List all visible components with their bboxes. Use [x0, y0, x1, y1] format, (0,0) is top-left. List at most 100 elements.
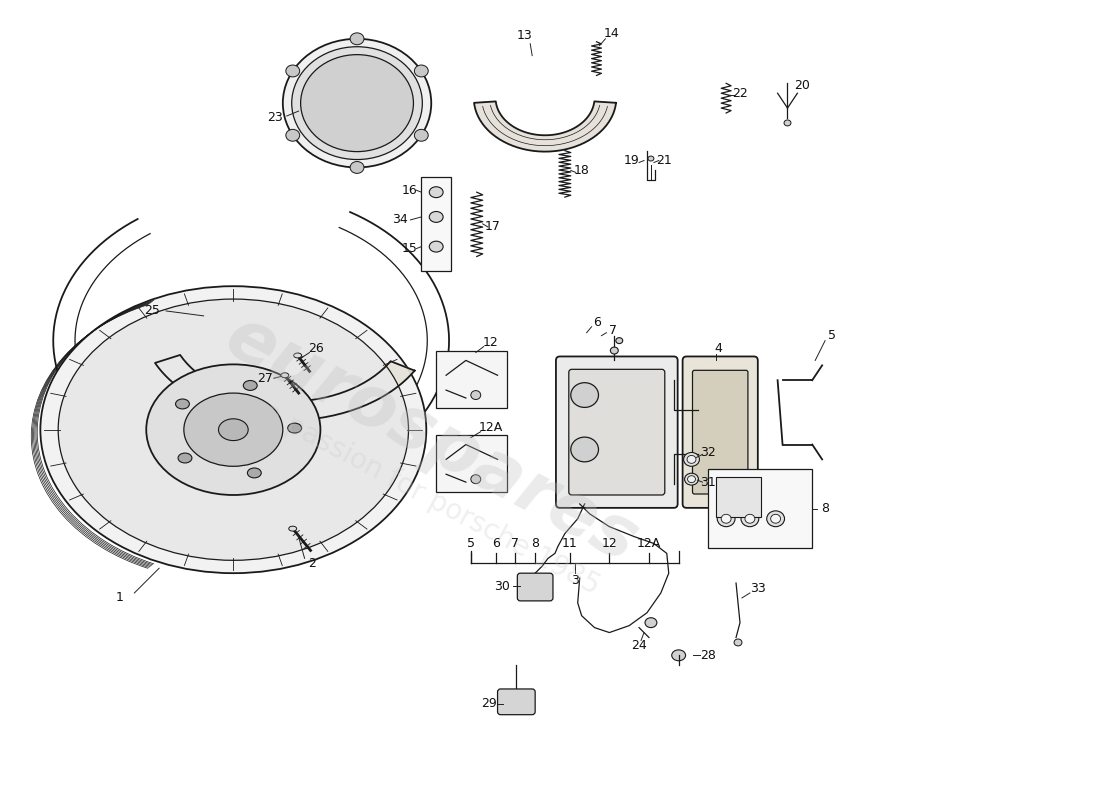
Text: 23: 23: [267, 111, 283, 125]
Ellipse shape: [280, 373, 289, 378]
Ellipse shape: [178, 453, 191, 463]
FancyBboxPatch shape: [556, 357, 678, 508]
Ellipse shape: [471, 474, 481, 484]
Ellipse shape: [283, 39, 431, 167]
Text: 8: 8: [821, 502, 829, 515]
Ellipse shape: [286, 65, 299, 77]
Ellipse shape: [688, 455, 696, 463]
Text: 31: 31: [701, 476, 716, 489]
Text: 22: 22: [733, 86, 748, 100]
Text: 2: 2: [309, 557, 317, 570]
Text: 26: 26: [309, 342, 324, 355]
Ellipse shape: [292, 46, 422, 159]
Ellipse shape: [784, 120, 791, 126]
Ellipse shape: [471, 390, 481, 399]
Text: 27: 27: [257, 372, 273, 385]
Bar: [708, 470, 812, 549]
Ellipse shape: [429, 241, 443, 252]
Ellipse shape: [184, 393, 283, 466]
Ellipse shape: [350, 33, 364, 45]
Ellipse shape: [741, 511, 759, 526]
Text: eurospares: eurospares: [213, 302, 649, 578]
Ellipse shape: [219, 419, 249, 441]
Text: 34: 34: [392, 214, 407, 226]
Ellipse shape: [672, 650, 685, 661]
Ellipse shape: [415, 130, 428, 142]
Ellipse shape: [429, 211, 443, 222]
FancyBboxPatch shape: [693, 370, 748, 494]
Ellipse shape: [645, 618, 657, 628]
Text: 5: 5: [466, 537, 475, 550]
Ellipse shape: [767, 511, 784, 526]
Ellipse shape: [683, 453, 700, 466]
Text: 12A: 12A: [478, 422, 503, 434]
Ellipse shape: [616, 338, 623, 343]
Text: 16: 16: [402, 184, 417, 197]
Bar: [716, 477, 761, 517]
Ellipse shape: [146, 364, 320, 495]
Text: 4: 4: [714, 342, 723, 355]
Ellipse shape: [734, 639, 742, 646]
Ellipse shape: [610, 347, 618, 354]
Text: 12: 12: [602, 537, 617, 550]
Ellipse shape: [717, 511, 735, 526]
Text: 24: 24: [631, 639, 647, 652]
Text: 33: 33: [750, 582, 766, 594]
FancyBboxPatch shape: [517, 573, 553, 601]
Text: 19: 19: [624, 154, 639, 167]
Text: 30: 30: [495, 579, 510, 593]
Text: 12A: 12A: [637, 537, 661, 550]
Text: 13: 13: [516, 30, 532, 42]
Text: 18: 18: [574, 164, 590, 177]
Text: 32: 32: [701, 446, 716, 459]
Text: 14: 14: [604, 27, 619, 40]
Ellipse shape: [176, 399, 189, 409]
Text: 12: 12: [483, 336, 498, 349]
Ellipse shape: [571, 382, 598, 407]
Text: 7: 7: [512, 537, 519, 550]
Ellipse shape: [771, 514, 781, 523]
Ellipse shape: [58, 299, 408, 560]
Ellipse shape: [684, 474, 699, 485]
FancyBboxPatch shape: [497, 689, 536, 714]
Ellipse shape: [722, 514, 732, 523]
Polygon shape: [155, 355, 415, 421]
Text: 1: 1: [116, 591, 123, 605]
Ellipse shape: [243, 381, 257, 390]
Text: 25: 25: [144, 305, 161, 318]
Ellipse shape: [288, 423, 301, 433]
Ellipse shape: [429, 186, 443, 198]
Text: 21: 21: [656, 154, 672, 167]
FancyBboxPatch shape: [569, 370, 664, 495]
Text: 5: 5: [828, 329, 836, 342]
Text: 17: 17: [485, 220, 501, 234]
Bar: [437, 350, 507, 408]
Text: 7: 7: [609, 324, 617, 338]
Ellipse shape: [571, 437, 598, 462]
Ellipse shape: [294, 353, 301, 358]
Text: 8: 8: [531, 537, 539, 550]
Ellipse shape: [41, 286, 427, 573]
Text: 11: 11: [562, 537, 578, 550]
Ellipse shape: [289, 526, 297, 531]
Text: 15: 15: [402, 242, 417, 255]
Text: 6: 6: [492, 537, 499, 550]
Ellipse shape: [415, 65, 428, 77]
Ellipse shape: [286, 130, 299, 142]
Text: 29: 29: [481, 698, 496, 710]
Ellipse shape: [745, 514, 755, 523]
Ellipse shape: [688, 476, 695, 482]
Bar: [437, 434, 507, 492]
Ellipse shape: [300, 54, 414, 152]
Ellipse shape: [648, 156, 653, 161]
Text: a passion for porsche 1985: a passion for porsche 1985: [258, 398, 605, 600]
Ellipse shape: [350, 162, 364, 174]
Text: 3: 3: [571, 574, 579, 586]
Polygon shape: [474, 102, 616, 152]
Text: 28: 28: [701, 649, 716, 662]
Ellipse shape: [248, 468, 261, 478]
FancyBboxPatch shape: [683, 357, 758, 508]
Text: 6: 6: [594, 316, 602, 330]
Bar: [421, 178, 451, 271]
Text: 20: 20: [794, 79, 811, 92]
